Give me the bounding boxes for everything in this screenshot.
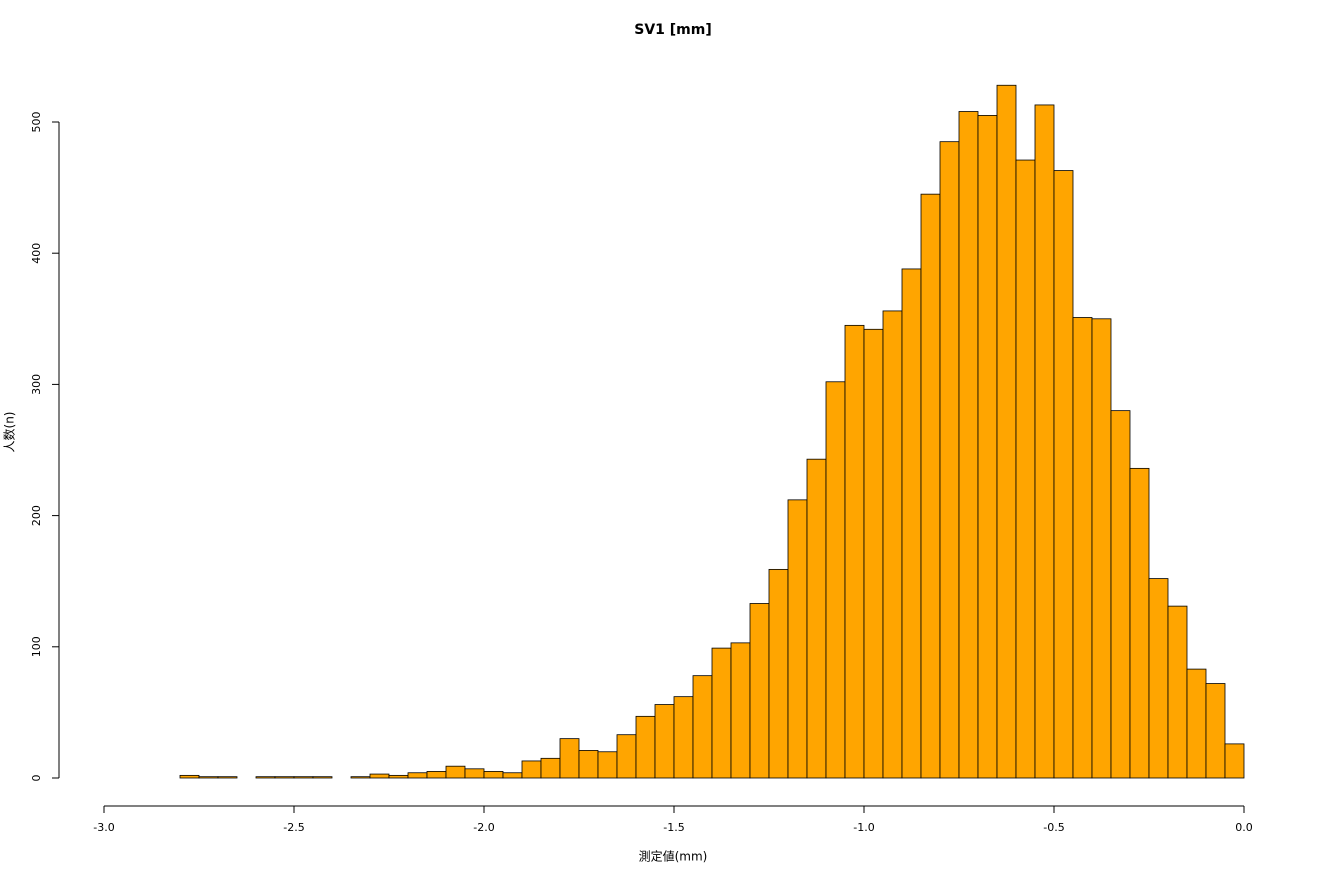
bar	[369, 773, 390, 779]
chart-title: SV1 [mm]	[634, 22, 712, 38]
y-tick-label: 100	[30, 636, 43, 657]
x-tick-label: -2.5	[283, 821, 304, 834]
bar	[1148, 578, 1169, 779]
bar	[445, 765, 466, 779]
bar	[464, 768, 485, 779]
bar	[749, 603, 770, 779]
bar	[293, 776, 314, 779]
bar	[388, 774, 409, 779]
bar	[407, 772, 428, 779]
x-tick-label: -2.0	[473, 821, 494, 834]
bar	[920, 193, 941, 779]
bar	[730, 642, 751, 779]
bar	[901, 268, 922, 779]
y-tick-label: 400	[30, 243, 43, 264]
bar	[825, 381, 846, 779]
x-tick-label: -3.0	[93, 821, 114, 834]
bar	[1034, 104, 1055, 779]
x-tick-label: -1.0	[853, 821, 874, 834]
bar	[939, 141, 960, 779]
x-axis-label: 測定値(mm)	[639, 849, 708, 864]
bar	[502, 772, 523, 779]
bar	[844, 324, 865, 779]
bar	[1091, 318, 1112, 779]
x-tick-label: -0.5	[1043, 821, 1064, 834]
bar	[483, 771, 504, 779]
bar	[597, 751, 618, 779]
bar	[274, 776, 295, 779]
bar	[768, 568, 789, 779]
bar	[1167, 605, 1188, 779]
bar	[806, 458, 827, 779]
bar	[787, 499, 808, 779]
bar	[350, 776, 371, 779]
bar	[578, 750, 599, 779]
y-tick-label: 200	[30, 505, 43, 526]
bar	[1186, 668, 1207, 779]
bar	[958, 111, 979, 779]
bar	[540, 757, 561, 779]
bar	[179, 774, 200, 779]
bar	[1205, 683, 1226, 779]
bar	[255, 776, 276, 779]
y-tick-label: 500	[30, 112, 43, 133]
bar	[198, 776, 219, 779]
bar	[217, 776, 238, 779]
bar	[1015, 159, 1036, 779]
y-tick-label: 300	[30, 374, 43, 395]
bar	[996, 84, 1017, 779]
bar	[1053, 170, 1074, 779]
y-axis-label: 人数(n)	[2, 412, 17, 453]
bar	[882, 310, 903, 779]
bar	[1224, 743, 1245, 779]
x-tick-label: 0.0	[1235, 821, 1253, 834]
bar	[977, 115, 998, 779]
x-tick-label: -1.5	[663, 821, 684, 834]
bar	[635, 715, 656, 779]
bar	[426, 771, 447, 779]
bar	[1072, 317, 1093, 779]
bar	[312, 776, 333, 779]
bar	[692, 675, 713, 779]
bar	[559, 738, 580, 779]
bar	[711, 647, 732, 779]
bar	[1129, 467, 1150, 779]
bar	[1110, 410, 1131, 779]
y-tick-label: 0	[30, 775, 43, 782]
bar	[654, 704, 675, 779]
bar	[616, 734, 637, 779]
bar	[521, 760, 542, 779]
bar	[863, 328, 884, 779]
bar	[673, 696, 694, 779]
